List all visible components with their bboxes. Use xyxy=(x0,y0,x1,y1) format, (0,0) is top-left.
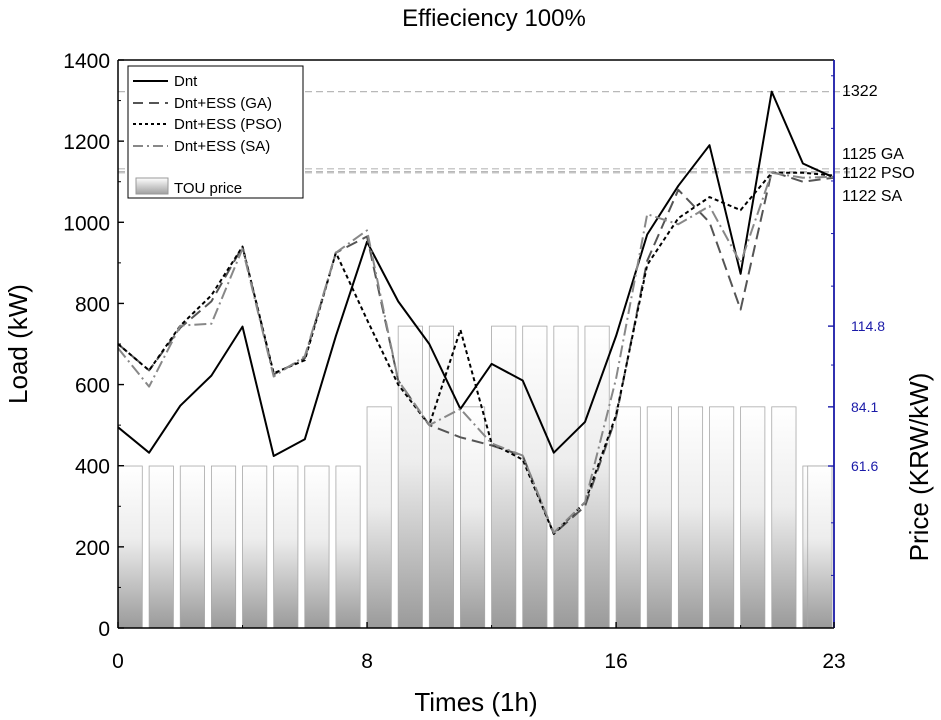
y-axis-ticks: 0 200 400 600 800 1000 1200 1400 xyxy=(63,50,124,641)
tou-price-bar xyxy=(615,406,641,629)
series-line-1 xyxy=(117,170,835,535)
x-axis-ticks: 0 8 16 23 xyxy=(112,622,846,673)
tou-price-bar xyxy=(677,406,704,629)
y-axis-label: Load (kW) xyxy=(3,284,33,404)
legend-label-sa: Dnt+ESS (SA) xyxy=(174,138,270,155)
tou-price-bar xyxy=(335,465,361,629)
tou-price-bar xyxy=(807,465,833,629)
tou-price-bar xyxy=(366,406,392,629)
tou-price-bar xyxy=(273,465,299,629)
tou-price-bar xyxy=(771,406,797,629)
y-tick-label: 1200 xyxy=(63,131,110,154)
series-line-3 xyxy=(117,171,835,534)
legend-label-dnt: Dnt xyxy=(174,73,198,90)
y-tick-label: 200 xyxy=(75,537,110,560)
y-tick-label: 1400 xyxy=(63,50,110,73)
tou-price-bar xyxy=(553,325,579,629)
legend-box xyxy=(127,65,304,199)
tou-price-bar xyxy=(740,406,766,629)
chart-title: Effieciency 100% xyxy=(402,5,586,32)
tou-price-bar xyxy=(522,325,548,629)
y-tick-label: 1000 xyxy=(63,212,110,235)
legend-label-pso: Dnt+ESS (PSO) xyxy=(174,116,282,133)
tou-price-bar xyxy=(460,406,486,629)
tou-price-bar xyxy=(148,465,174,629)
tou-price-bar xyxy=(242,465,268,629)
tou-price-bar xyxy=(491,325,517,629)
tou-price-bar xyxy=(584,325,610,629)
tou-price-bar xyxy=(397,325,423,629)
x-tick-label: 16 xyxy=(604,650,627,673)
y-tick-label: 600 xyxy=(75,375,110,398)
series-lines xyxy=(117,90,835,535)
tou-price-bar xyxy=(304,465,330,629)
price-tick-label: 114.8 xyxy=(851,318,885,334)
y-tick-label: 800 xyxy=(75,293,110,316)
reference-label: 1122 SA xyxy=(842,188,903,205)
x-tick-label: 8 xyxy=(361,650,373,673)
reference-label: 1122 PSO xyxy=(842,165,915,182)
tou-price-bar xyxy=(210,465,237,629)
x-tick-label: 23 xyxy=(822,650,845,673)
tou-price-bars xyxy=(117,325,833,629)
reference-labels: 1322 1125 GA 1122 PSO 1122 SA xyxy=(842,83,915,205)
legend: Dnt Dnt+ESS (GA) Dnt+ESS (PSO) Dnt+ESS (… xyxy=(127,65,304,199)
price-axis-label: Price (KRW/kW) xyxy=(904,373,934,562)
price-tick-label: 84.1 xyxy=(851,399,878,415)
x-axis-label: Times (1h) xyxy=(414,687,537,717)
legend-label-ga: Dnt+ESS (GA) xyxy=(174,95,272,112)
price-axis-ticks: 61.6 84.1 114.8 xyxy=(828,75,885,576)
y-tick-label: 400 xyxy=(75,456,110,479)
y-tick-label: 0 xyxy=(98,618,110,641)
legend-label-tou: TOU price xyxy=(174,180,242,197)
series-line-2 xyxy=(117,171,835,535)
legend-swatch-tou xyxy=(135,177,169,195)
price-tick-label: 61.6 xyxy=(851,458,878,474)
tou-price-bar xyxy=(709,406,735,629)
reference-label: 1322 xyxy=(842,83,878,100)
reference-label: 1125 GA xyxy=(842,146,904,163)
tou-price-bar xyxy=(646,406,672,629)
tou-price-bar xyxy=(179,465,205,629)
x-tick-label: 0 xyxy=(112,650,124,673)
tou-price-bar xyxy=(428,325,454,629)
